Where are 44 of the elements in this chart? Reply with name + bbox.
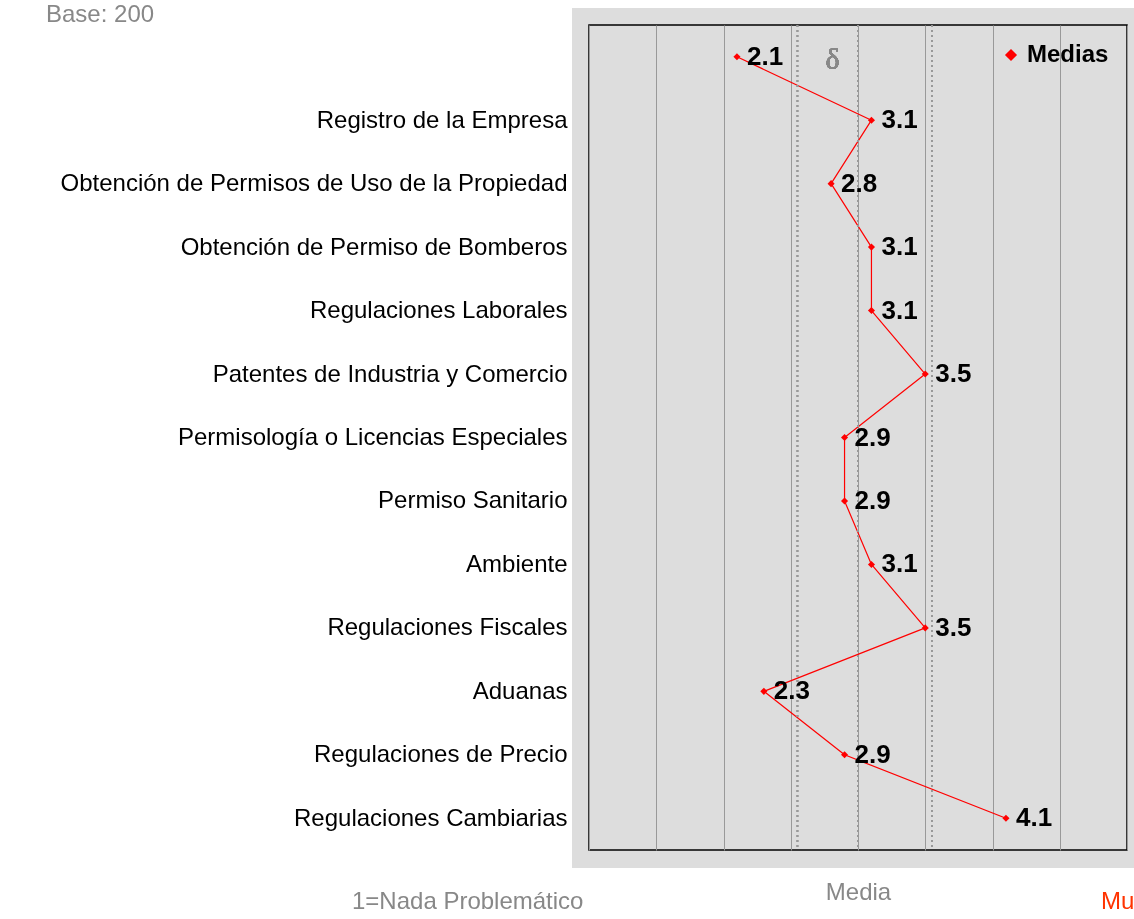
point bbox=[921, 370, 929, 378]
point bbox=[841, 751, 849, 759]
y-tick-label: Aduanas bbox=[472, 676, 568, 704]
y-tick-label: Regulaciones Cambiarias bbox=[294, 803, 568, 831]
point bbox=[921, 624, 929, 632]
text: Base: 200 bbox=[46, 0, 155, 28]
point bbox=[841, 433, 849, 442]
point bbox=[733, 53, 741, 61]
text: 1=Nada Problemático bbox=[352, 887, 584, 915]
data-label: 4.1 bbox=[1015, 802, 1053, 833]
data-label: 2.1 bbox=[746, 40, 784, 71]
point bbox=[760, 687, 768, 695]
y-tick-label: Permiso Sanitario bbox=[378, 486, 568, 514]
data-label: 3.5 bbox=[935, 358, 972, 389]
y-tick-label: Regulaciones de Precio bbox=[314, 740, 568, 768]
x-axis-title: Media bbox=[825, 877, 892, 905]
point bbox=[841, 497, 849, 505]
y-tick-label: Registro de la Empresa bbox=[316, 105, 569, 133]
text: Mu bbox=[1101, 887, 1134, 915]
data-label: 3.1 bbox=[881, 104, 918, 135]
y-tick-label: Obtención de Permiso de Bomberos bbox=[180, 232, 568, 260]
point bbox=[867, 560, 875, 568]
data-label: 2.9 bbox=[854, 421, 891, 452]
data-label: 3.1 bbox=[881, 548, 918, 579]
data-label: 3.1 bbox=[881, 231, 918, 262]
data-label: 2.8 bbox=[841, 167, 878, 198]
y-tick-label: Obtención de Permisos de Uso de la Propiedad bbox=[60, 169, 568, 197]
data-label: 3.5 bbox=[935, 611, 972, 642]
y-tick-label: Regulaciones Laborales bbox=[309, 296, 568, 324]
data-label: 2.9 bbox=[854, 484, 891, 515]
legend-label: Medias bbox=[1027, 40, 1109, 67]
y-tick-label: Patentes de Industria y Comercio bbox=[212, 359, 568, 387]
data-label: 2.9 bbox=[854, 738, 891, 769]
y-tick-label: Permisología o Licencias Especiales bbox=[177, 423, 568, 450]
data-label: 3.1 bbox=[881, 294, 918, 325]
point bbox=[867, 116, 875, 124]
point bbox=[867, 307, 875, 315]
point bbox=[867, 243, 875, 251]
data-label: 2.3 bbox=[773, 675, 811, 706]
point bbox=[1002, 814, 1010, 822]
ref-line-label: δ bbox=[825, 42, 840, 75]
point bbox=[827, 180, 835, 188]
y-tick-label: Regulaciones Fiscales bbox=[327, 613, 568, 641]
y-tick-label: Ambiente bbox=[466, 549, 568, 577]
